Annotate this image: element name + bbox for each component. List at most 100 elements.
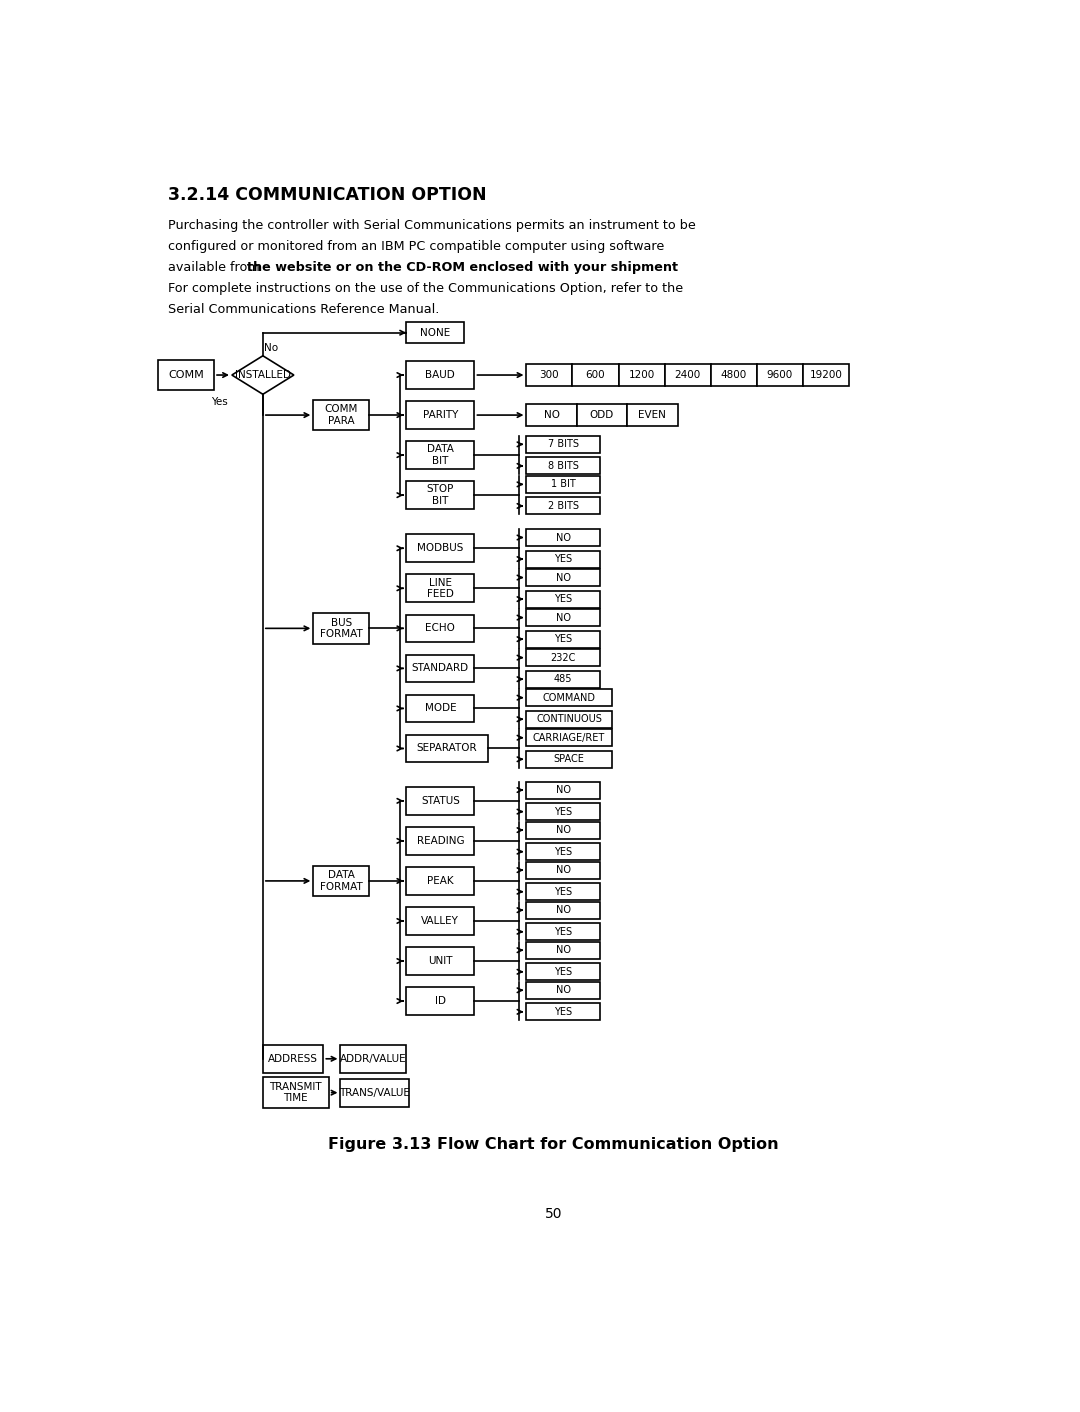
Text: the website or on the CD-ROM enclosed with your shipment: the website or on the CD-ROM enclosed wi…	[247, 261, 678, 274]
Text: YES: YES	[554, 1007, 572, 1017]
FancyBboxPatch shape	[262, 1077, 328, 1108]
FancyBboxPatch shape	[406, 322, 464, 343]
Text: NO: NO	[556, 986, 570, 995]
Text: NO: NO	[556, 945, 570, 956]
FancyBboxPatch shape	[406, 361, 474, 388]
FancyBboxPatch shape	[577, 404, 627, 426]
Text: YES: YES	[554, 806, 572, 816]
FancyBboxPatch shape	[619, 364, 664, 385]
FancyBboxPatch shape	[526, 530, 600, 546]
Text: NO: NO	[556, 785, 570, 795]
Text: 232C: 232C	[551, 652, 576, 662]
Text: Figure 3.13 Flow Chart for Communication Option: Figure 3.13 Flow Chart for Communication…	[328, 1137, 779, 1152]
FancyBboxPatch shape	[526, 476, 600, 493]
Text: 19200: 19200	[810, 370, 842, 380]
FancyBboxPatch shape	[406, 867, 474, 895]
Text: NO: NO	[556, 866, 570, 875]
FancyBboxPatch shape	[804, 364, 849, 385]
Text: ODD: ODD	[590, 409, 615, 419]
FancyBboxPatch shape	[406, 481, 474, 508]
Text: Purchasing the controller with Serial Communications permits an instrument to be: Purchasing the controller with Serial Co…	[167, 219, 696, 232]
FancyBboxPatch shape	[526, 751, 611, 768]
Text: PEAK: PEAK	[427, 875, 454, 885]
Text: For complete instructions on the use of the Communications Option, refer to the: For complete instructions on the use of …	[167, 282, 683, 295]
Text: CONTINUOUS: CONTINUOUS	[536, 714, 602, 724]
FancyBboxPatch shape	[526, 884, 600, 901]
Text: 8 BITS: 8 BITS	[548, 460, 579, 470]
FancyBboxPatch shape	[313, 866, 369, 897]
FancyBboxPatch shape	[406, 947, 474, 974]
FancyBboxPatch shape	[526, 923, 600, 940]
Text: SPACE: SPACE	[554, 754, 584, 764]
Text: NO: NO	[543, 409, 559, 419]
Text: MODBUS: MODBUS	[417, 544, 463, 554]
FancyBboxPatch shape	[526, 942, 600, 959]
Text: CARRIAGE/RET: CARRIAGE/RET	[532, 733, 605, 743]
FancyBboxPatch shape	[262, 1045, 323, 1073]
Text: LINE
FEED: LINE FEED	[427, 578, 454, 599]
FancyBboxPatch shape	[526, 843, 600, 860]
Text: YES: YES	[554, 887, 572, 897]
FancyBboxPatch shape	[664, 364, 711, 385]
Text: YES: YES	[554, 634, 572, 644]
FancyBboxPatch shape	[526, 1004, 600, 1021]
Text: STOP
BIT: STOP BIT	[427, 484, 454, 505]
Text: 1200: 1200	[629, 370, 654, 380]
Text: TRANSMIT
TIME: TRANSMIT TIME	[270, 1082, 322, 1103]
Text: DATA
BIT: DATA BIT	[427, 445, 454, 466]
Text: 1 BIT: 1 BIT	[551, 479, 576, 490]
FancyBboxPatch shape	[406, 575, 474, 602]
FancyBboxPatch shape	[340, 1045, 406, 1073]
Text: configured or monitored from an IBM PC compatible computer using software: configured or monitored from an IBM PC c…	[167, 240, 664, 253]
Text: PARITY: PARITY	[422, 409, 458, 419]
FancyBboxPatch shape	[526, 710, 611, 727]
Text: YES: YES	[554, 594, 572, 604]
FancyBboxPatch shape	[526, 569, 600, 586]
Text: Yes: Yes	[212, 397, 228, 407]
FancyBboxPatch shape	[526, 963, 600, 980]
Text: ADDR/VALUE: ADDR/VALUE	[340, 1053, 407, 1063]
Text: NO: NO	[556, 825, 570, 834]
FancyBboxPatch shape	[572, 364, 619, 385]
Text: 485: 485	[554, 674, 572, 685]
FancyBboxPatch shape	[406, 534, 474, 562]
FancyBboxPatch shape	[313, 400, 369, 431]
Text: No: No	[265, 343, 279, 353]
FancyBboxPatch shape	[526, 861, 600, 878]
Text: BAUD: BAUD	[426, 370, 456, 380]
Text: NO: NO	[556, 572, 570, 583]
Text: NO: NO	[556, 905, 570, 915]
FancyBboxPatch shape	[526, 404, 577, 426]
FancyBboxPatch shape	[406, 786, 474, 815]
Text: READING: READING	[417, 836, 464, 846]
Text: STATUS: STATUS	[421, 796, 460, 806]
FancyBboxPatch shape	[526, 551, 600, 568]
FancyBboxPatch shape	[526, 650, 600, 666]
Text: UNIT: UNIT	[428, 956, 453, 966]
Text: BUS
FORMAT: BUS FORMAT	[320, 617, 363, 640]
Polygon shape	[232, 356, 294, 394]
FancyBboxPatch shape	[526, 671, 600, 688]
FancyBboxPatch shape	[313, 613, 369, 644]
FancyBboxPatch shape	[406, 987, 474, 1015]
FancyBboxPatch shape	[526, 981, 600, 998]
Text: NONE: NONE	[420, 328, 450, 337]
Text: 4800: 4800	[720, 370, 747, 380]
Text: TRANS/VALUE: TRANS/VALUE	[339, 1087, 410, 1097]
Text: Serial Communications Reference Manual.: Serial Communications Reference Manual.	[167, 304, 438, 316]
FancyBboxPatch shape	[526, 782, 600, 799]
Text: COMM
PARA: COMM PARA	[324, 404, 357, 426]
FancyBboxPatch shape	[526, 822, 600, 839]
Text: 600: 600	[585, 370, 606, 380]
FancyBboxPatch shape	[757, 364, 804, 385]
Text: YES: YES	[554, 847, 572, 857]
Text: DATA
FORMAT: DATA FORMAT	[320, 870, 363, 892]
Text: MODE: MODE	[424, 703, 456, 713]
Text: COMMAND: COMMAND	[542, 693, 595, 703]
FancyBboxPatch shape	[159, 360, 214, 390]
FancyBboxPatch shape	[526, 457, 600, 474]
Text: YES: YES	[554, 926, 572, 936]
FancyBboxPatch shape	[406, 827, 474, 854]
FancyBboxPatch shape	[406, 614, 474, 642]
FancyBboxPatch shape	[526, 609, 600, 626]
